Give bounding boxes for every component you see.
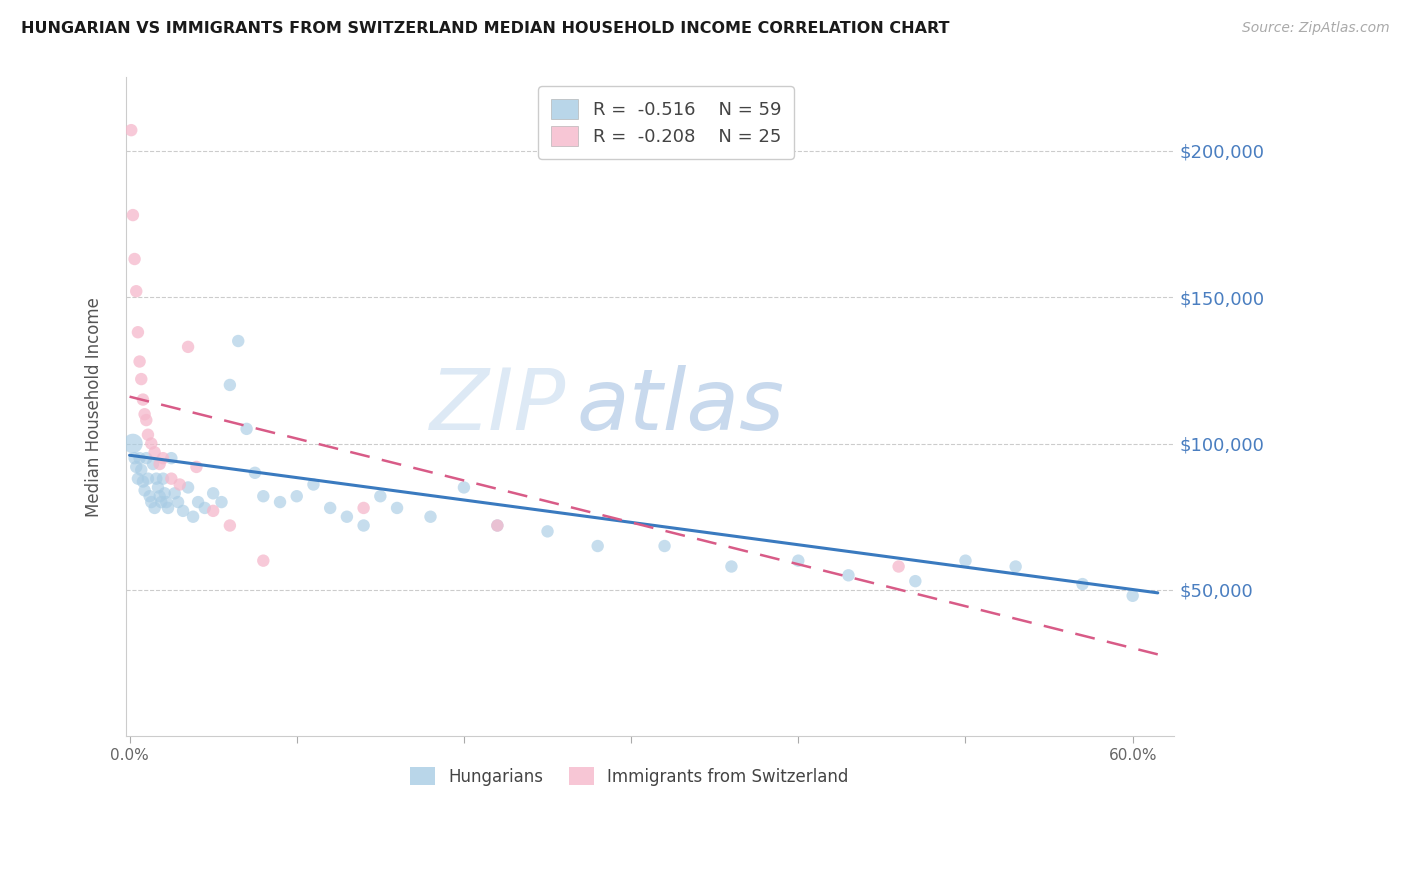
Point	[160, 451, 183, 466]
Point	[202, 486, 225, 500]
Point	[169, 477, 191, 491]
Point	[138, 489, 160, 503]
Point	[218, 518, 240, 533]
Point	[146, 480, 169, 494]
Point	[141, 495, 163, 509]
Point	[177, 340, 200, 354]
Point	[135, 451, 157, 466]
Point	[122, 436, 145, 450]
Point	[181, 509, 204, 524]
Point	[143, 445, 166, 459]
Point	[141, 436, 163, 450]
Point	[122, 208, 145, 222]
Point	[269, 495, 291, 509]
Point	[160, 472, 183, 486]
Point	[252, 489, 274, 503]
Point	[211, 495, 233, 509]
Point	[1071, 577, 1094, 591]
Point	[152, 472, 174, 486]
Point	[132, 475, 155, 489]
Legend: Hungarians, Immigrants from Switzerland: Hungarians, Immigrants from Switzerland	[402, 759, 856, 794]
Text: HUNGARIAN VS IMMIGRANTS FROM SWITZERLAND MEDIAN HOUSEHOLD INCOME CORRELATION CHA: HUNGARIAN VS IMMIGRANTS FROM SWITZERLAND…	[21, 21, 949, 37]
Point	[226, 334, 249, 348]
Point	[142, 457, 165, 471]
Point	[129, 372, 152, 386]
Point	[904, 574, 927, 589]
Point	[837, 568, 859, 582]
Point	[134, 483, 156, 498]
Point	[150, 495, 173, 509]
Point	[127, 472, 149, 486]
Point	[125, 284, 148, 298]
Point	[252, 554, 274, 568]
Point	[128, 354, 150, 368]
Point	[720, 559, 742, 574]
Point	[654, 539, 676, 553]
Point	[336, 509, 359, 524]
Point	[124, 252, 146, 266]
Point	[129, 463, 152, 477]
Point	[145, 472, 167, 486]
Point	[156, 500, 179, 515]
Point	[134, 407, 156, 421]
Point	[285, 489, 308, 503]
Point	[152, 451, 174, 466]
Point	[153, 486, 176, 500]
Point	[243, 466, 266, 480]
Point	[132, 392, 155, 407]
Point	[453, 480, 475, 494]
Point	[149, 457, 172, 471]
Y-axis label: Median Household Income: Median Household Income	[86, 297, 103, 516]
Point	[125, 459, 148, 474]
Point	[419, 509, 441, 524]
Point	[235, 422, 257, 436]
Point	[136, 427, 159, 442]
Text: Source: ZipAtlas.com: Source: ZipAtlas.com	[1241, 21, 1389, 36]
Point	[135, 413, 157, 427]
Point	[155, 495, 177, 509]
Point	[218, 378, 240, 392]
Point	[319, 500, 342, 515]
Point	[167, 495, 190, 509]
Point	[955, 554, 977, 568]
Point	[486, 518, 509, 533]
Point	[1004, 559, 1026, 574]
Point	[1122, 589, 1144, 603]
Point	[149, 489, 172, 503]
Point	[353, 500, 375, 515]
Point	[586, 539, 609, 553]
Point	[127, 325, 149, 339]
Point	[143, 500, 166, 515]
Point	[202, 504, 225, 518]
Point	[353, 518, 375, 533]
Point	[486, 518, 509, 533]
Point	[136, 472, 159, 486]
Text: atlas: atlas	[576, 366, 785, 449]
Point	[385, 500, 408, 515]
Point	[302, 477, 325, 491]
Point	[163, 486, 186, 500]
Point	[536, 524, 558, 539]
Point	[124, 451, 146, 466]
Point	[370, 489, 392, 503]
Point	[194, 500, 217, 515]
Point	[187, 495, 209, 509]
Point	[172, 504, 194, 518]
Point	[787, 554, 810, 568]
Point	[186, 459, 208, 474]
Point	[120, 123, 142, 137]
Point	[887, 559, 910, 574]
Point	[128, 451, 150, 466]
Point	[177, 480, 200, 494]
Text: ZIP: ZIP	[430, 366, 567, 449]
